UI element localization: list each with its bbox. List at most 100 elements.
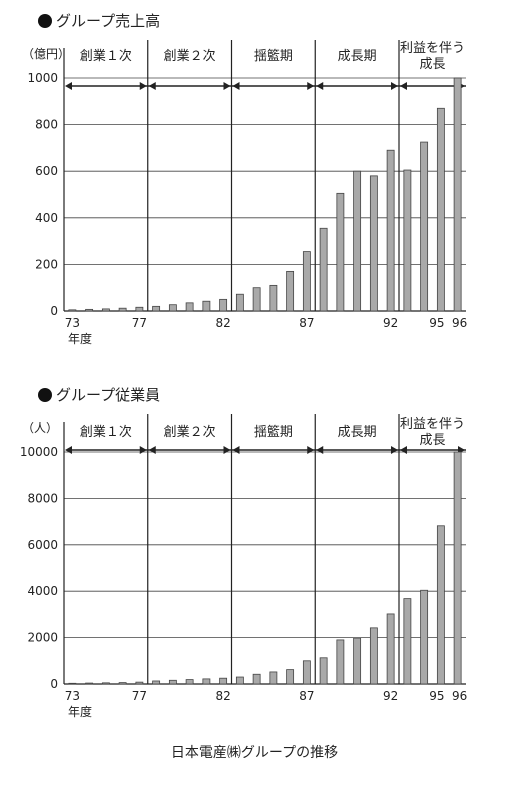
x-tick-label: 95 (429, 316, 444, 330)
y-tick-label: 10000 (20, 445, 58, 459)
bar-91 (369, 175, 378, 312)
phase-label: 利益を伴う成長 (400, 417, 465, 448)
bar-75 (101, 682, 110, 685)
bar-76 (118, 682, 127, 685)
bar-84 (252, 287, 261, 312)
x-tick-label: 87 (299, 316, 314, 330)
arrowhead-left (316, 446, 324, 454)
y-tick-label: 4000 (27, 584, 58, 598)
phase-label: 成長期 (338, 49, 377, 64)
bar-81 (202, 300, 211, 312)
bar-89 (336, 639, 345, 685)
figure-caption: 日本電産㈱グループの推移 (170, 745, 339, 761)
bar-93 (403, 169, 412, 312)
y-unit-label: （人） (22, 421, 58, 435)
bar-83 (235, 676, 244, 685)
bar-94 (420, 589, 429, 685)
bar-96 (453, 77, 462, 312)
y-tick-label: 6000 (27, 538, 58, 552)
bar-84 (252, 673, 261, 685)
arrowhead-left (232, 446, 240, 454)
arrowhead-right (139, 82, 147, 90)
x-tick-label: 95 (429, 689, 444, 703)
bar-91 (369, 627, 378, 685)
arrowhead-right (307, 82, 315, 90)
chart-1: グループ売上高 （億円） 0 200 400 600 800 1000 創業１次 創業２次 揺籃期 成… (22, 12, 467, 346)
bar-73 (68, 682, 77, 685)
x-tick-label: 82 (215, 689, 230, 703)
arrowhead-left (232, 82, 240, 90)
x-tick-label: 96 (452, 689, 467, 703)
bar-85 (269, 671, 278, 685)
x-tick-label: 82 (215, 316, 230, 330)
chart-title: グループ従業員 (56, 386, 160, 404)
bullet-icon (38, 388, 52, 402)
y-tick-label: 400 (35, 211, 58, 225)
bar-92 (386, 149, 395, 312)
x-tick-label: 73 (65, 689, 80, 703)
bar-78 (152, 680, 161, 685)
bar-95 (436, 525, 445, 685)
y-tick-label: 8000 (27, 491, 58, 505)
arrowhead-left (316, 82, 324, 90)
bar-96 (453, 451, 462, 685)
phase-label: 創業２次 (164, 48, 216, 64)
phase-label: 揺籃期 (254, 425, 293, 440)
bar-80 (185, 679, 194, 685)
arrowhead-left (400, 82, 407, 90)
bar-90 (353, 170, 362, 312)
bar-88 (319, 657, 328, 685)
x-tick-label: 77 (132, 316, 147, 330)
x-axis-label: 年度 (68, 331, 92, 346)
chart-title: グループ売上高 (56, 12, 160, 30)
arrowhead-right (139, 446, 147, 454)
arrowhead-left (65, 82, 72, 90)
bar-81 (202, 678, 211, 685)
arrowhead-right (223, 446, 231, 454)
bar-79 (168, 304, 177, 312)
phase-label: 創業２次 (164, 424, 216, 440)
arrowhead-left (65, 446, 72, 454)
bar-89 (336, 192, 345, 312)
bar-76 (118, 307, 127, 312)
arrowhead-right (391, 82, 398, 90)
phase-label: 成長期 (338, 425, 377, 440)
phase-label: 揺籃期 (254, 49, 293, 64)
bar-79 (168, 679, 177, 685)
bar-74 (85, 682, 94, 685)
y-tick-label: 0 (50, 677, 58, 691)
bar-75 (101, 308, 110, 312)
bar-77 (135, 306, 144, 312)
y-tick-label: 0 (50, 304, 58, 318)
x-tick-label: 96 (452, 316, 467, 330)
x-tick-label: 87 (299, 689, 314, 703)
bar-87 (302, 660, 311, 685)
x-tick-label: 92 (383, 689, 398, 703)
bar-93 (403, 598, 412, 685)
bar-95 (436, 107, 445, 312)
bar-86 (286, 270, 295, 312)
bar-92 (386, 613, 395, 685)
bar-80 (185, 302, 194, 312)
x-axis-label: 年度 (68, 704, 92, 719)
bullet-icon (38, 14, 52, 28)
y-tick-label: 600 (35, 164, 58, 178)
bar-82 (219, 677, 228, 685)
y-tick-label: 200 (35, 257, 58, 271)
arrowhead-right (391, 446, 398, 454)
bar-88 (319, 227, 328, 312)
y-unit-label: （億円） (22, 47, 70, 61)
x-tick-label: 77 (132, 689, 147, 703)
arrowhead-right (223, 82, 231, 90)
bar-73 (68, 309, 77, 312)
y-tick-label: 800 (35, 118, 58, 132)
bar-85 (269, 284, 278, 312)
arrowhead-left (148, 82, 156, 90)
bar-87 (302, 251, 311, 312)
bar-74 (85, 308, 94, 312)
x-tick-label: 73 (65, 316, 80, 330)
bar-83 (235, 293, 244, 312)
bar-94 (420, 141, 429, 312)
bar-77 (135, 681, 144, 685)
